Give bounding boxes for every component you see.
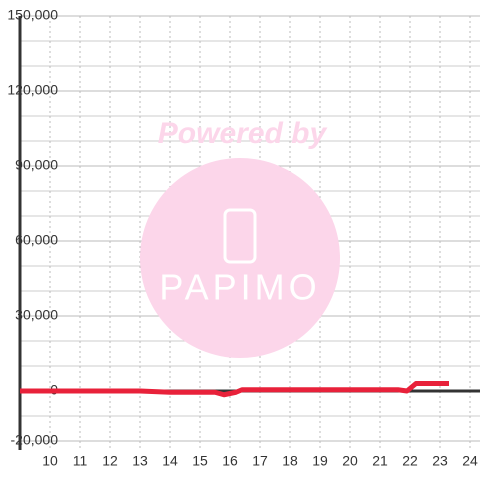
- y-tick-label: 60,000: [15, 232, 58, 248]
- x-tick-label: 20: [342, 453, 358, 469]
- x-tick-label: 24: [462, 453, 478, 469]
- watermark-phone: [223, 208, 257, 264]
- plot: -20,000030,00060,00090,000120,000150,000…: [7, 7, 480, 469]
- watermark-logo: PAPIMO: [159, 267, 320, 308]
- x-tick-label: 17: [252, 453, 268, 469]
- y-tick-label: 150,000: [7, 7, 58, 23]
- x-tick-label: 15: [192, 453, 208, 469]
- x-tick-label: 10: [42, 453, 58, 469]
- x-tick-label: 21: [372, 453, 388, 469]
- watermark: Powered by PAPIMO: [140, 117, 340, 358]
- x-tick-label: 14: [162, 453, 178, 469]
- line-series: [20, 381, 449, 398]
- x-tick-label: 18: [282, 453, 298, 469]
- y-tick-label: 90,000: [15, 157, 58, 173]
- y-tick-label: 30,000: [15, 307, 58, 323]
- y-tick-label: 120,000: [7, 82, 58, 98]
- x-tick-label: 19: [312, 453, 328, 469]
- x-tick-label: 11: [73, 453, 88, 469]
- x-tick-label: 12: [102, 453, 118, 469]
- x-tick-label: 16: [222, 453, 238, 469]
- watermark-text: Powered by: [158, 117, 328, 150]
- x-tick-label: 13: [132, 453, 148, 469]
- watermark-circle: [140, 158, 340, 358]
- x-tick-label: 23: [432, 453, 448, 469]
- y-tick-label: -20,000: [11, 432, 59, 448]
- x-tick-label: 22: [402, 453, 418, 469]
